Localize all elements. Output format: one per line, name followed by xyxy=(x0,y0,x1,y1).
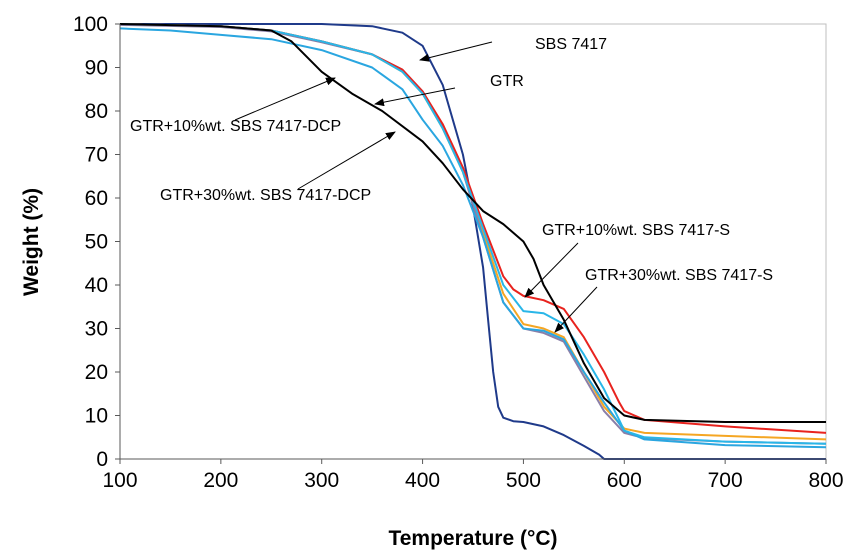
annotation-layer: SBS 7417 GTR GTR+10%wt. SBS 7417-DCP GTR+30… xyxy=(130,36,773,333)
y-tick-label: 20 xyxy=(85,361,108,384)
annotation-label: GTR+30%wt. SBS 7417-DCP xyxy=(160,187,371,204)
y-tick-label: 10 xyxy=(85,405,108,428)
series-layer xyxy=(119,23,827,460)
annotation-label: GTR xyxy=(490,73,524,90)
axis-layer: 100 200 300 400 500 600 700 800 0 10 20 30 40 50 60 70 8… xyxy=(73,13,844,492)
annotation-label: GTR+10%wt. SBS 7417-S xyxy=(542,222,730,239)
y-tick-label: 60 xyxy=(85,187,108,210)
annotation-arrow xyxy=(234,77,336,121)
x-tick-label: 100 xyxy=(102,469,137,492)
annotation-arrow xyxy=(524,242,579,298)
y-tick-label: 0 xyxy=(96,448,108,471)
series-line-5 xyxy=(119,23,827,445)
annotation-label: GTR+10%wt. SBS 7417-DCP xyxy=(130,118,341,135)
series-line-0 xyxy=(120,23,826,460)
x-tick-label: 500 xyxy=(506,469,541,492)
y-tick-label: 40 xyxy=(85,274,108,297)
x-tick-label: 600 xyxy=(607,469,642,492)
y-tick-label: 50 xyxy=(85,231,108,254)
y-axis-title: Weight (%) xyxy=(20,188,43,296)
x-axis-title: Temperature (°C) xyxy=(388,527,557,550)
y-tick-label: 100 xyxy=(73,13,108,36)
x-tick-label: 200 xyxy=(203,469,238,492)
plot-area-frame xyxy=(119,23,827,460)
annotation-label: GTR+30%wt. SBS 7417-S xyxy=(585,267,773,284)
y-tick-label: 30 xyxy=(85,318,108,341)
y-tick-label: 90 xyxy=(85,57,108,80)
x-tick-label: 400 xyxy=(405,469,440,492)
x-tick-label: 300 xyxy=(304,469,339,492)
annotation-label: SBS 7417 xyxy=(535,36,607,53)
series-line-6 xyxy=(119,23,826,423)
series-line-3 xyxy=(119,27,827,449)
y-tick-label: 70 xyxy=(85,144,108,167)
annotation-arrow xyxy=(297,131,396,190)
y-tick-label: 80 xyxy=(85,100,108,123)
annotation-arrow xyxy=(554,286,598,333)
x-tick-label: 800 xyxy=(808,469,843,492)
annotation-arrow xyxy=(419,41,493,62)
annotation-arrow xyxy=(374,87,456,107)
x-tick-label: 700 xyxy=(708,469,743,492)
